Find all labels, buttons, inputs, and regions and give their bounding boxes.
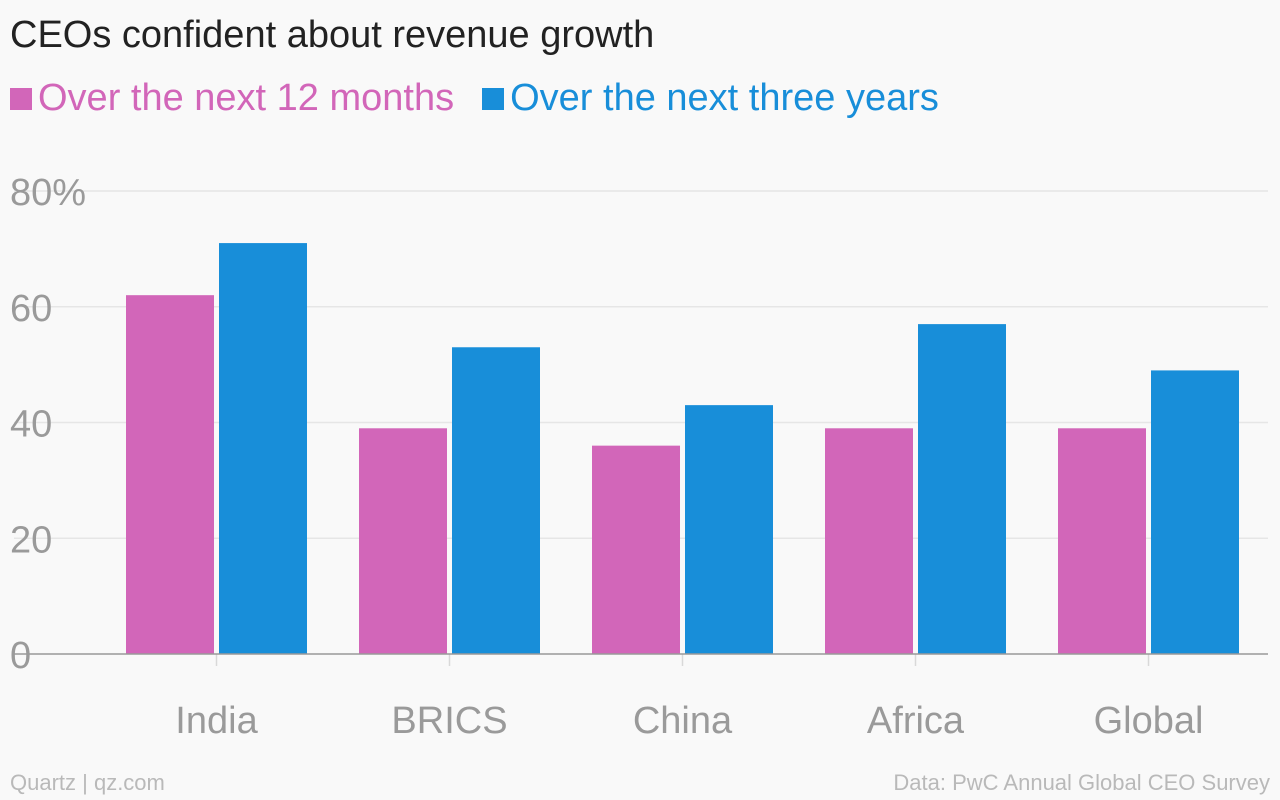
footer-source: Data: PwC Annual Global CEO Survey bbox=[893, 770, 1270, 795]
bar-china-series-2 bbox=[685, 405, 773, 654]
bar-brics-series-1 bbox=[359, 428, 447, 654]
x-tick-label: India bbox=[175, 700, 258, 742]
footer-credit: Quartz | qz.com bbox=[10, 770, 165, 795]
legend-label-three-years: Over the next three years bbox=[510, 77, 939, 119]
y-tick-label: 20 bbox=[10, 519, 52, 561]
bar-china-series-1 bbox=[592, 445, 680, 654]
x-tick-label: China bbox=[633, 700, 733, 742]
y-tick-label: 40 bbox=[10, 404, 52, 446]
bar-india-series-2 bbox=[219, 243, 307, 654]
bar-africa-series-2 bbox=[918, 324, 1006, 654]
bar-global-series-1 bbox=[1058, 428, 1146, 654]
y-tick-label: 60 bbox=[10, 288, 52, 330]
legend-label-12-months: Over the next 12 months bbox=[38, 77, 455, 119]
legend-swatch-12-months bbox=[10, 87, 32, 110]
bar-brics-series-2 bbox=[452, 347, 540, 654]
chart-title: CEOs confident about revenue growth bbox=[10, 14, 655, 56]
bar-global-series-2 bbox=[1151, 370, 1239, 654]
bar-africa-series-1 bbox=[825, 428, 913, 654]
legend: Over the next 12 months Over the next th… bbox=[10, 77, 967, 120]
legend-item-three-years: Over the next three years bbox=[482, 77, 939, 120]
x-tick-label: BRICS bbox=[391, 700, 507, 742]
y-tick-label: 0 bbox=[10, 635, 31, 677]
legend-swatch-three-years bbox=[482, 87, 505, 110]
legend-item-12-months: Over the next 12 months bbox=[10, 77, 454, 120]
bar-india-series-1 bbox=[126, 295, 214, 654]
x-tick-label: Global bbox=[1094, 700, 1204, 742]
x-tick-label: Africa bbox=[867, 700, 965, 742]
y-tick-label: 80% bbox=[10, 172, 86, 214]
